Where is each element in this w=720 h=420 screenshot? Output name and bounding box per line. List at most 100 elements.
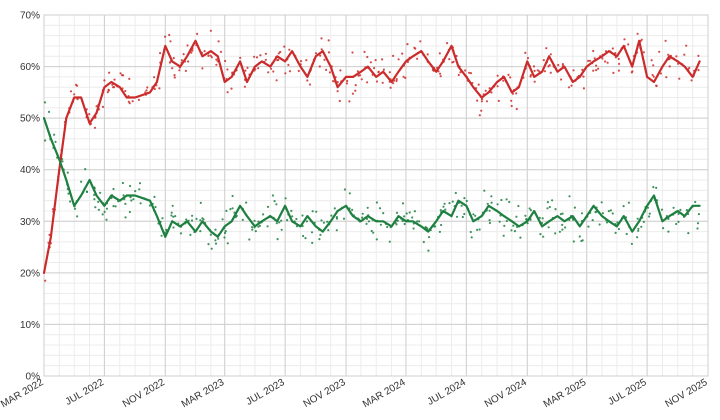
poll-point <box>148 204 152 207</box>
poll-point <box>67 192 70 195</box>
poll-point <box>439 75 442 78</box>
poll-point <box>164 35 167 38</box>
poll-point <box>320 48 323 51</box>
poll-point <box>515 215 518 218</box>
poll-point <box>254 230 257 233</box>
poll-point <box>672 206 675 209</box>
poll-point <box>422 240 425 244</box>
y-axis-labels: 0% 10% 20% 30% 40% 50% 60% 70% <box>20 11 40 383</box>
poll-point <box>314 52 318 55</box>
poll-point <box>338 99 341 103</box>
poll-point <box>601 212 605 215</box>
poll-point <box>401 202 405 205</box>
poll-point <box>568 195 571 198</box>
poll-point <box>526 57 530 60</box>
poll-point <box>124 202 127 205</box>
poll-point <box>180 59 183 62</box>
x-tick-label: NOV 2023 <box>302 377 348 410</box>
poll-point <box>44 279 47 282</box>
poll-point <box>111 83 114 86</box>
trend-lines <box>42 39 701 274</box>
poll-point <box>199 201 202 204</box>
poll-point <box>336 90 339 93</box>
poll-point <box>690 79 693 82</box>
poll-point <box>464 69 467 72</box>
poll-point <box>160 234 163 237</box>
poll-point <box>588 59 592 62</box>
poll-point <box>121 181 124 185</box>
poll-point <box>631 70 634 73</box>
poll-point <box>374 59 377 62</box>
poll-point <box>235 214 238 217</box>
poll-point <box>69 90 73 93</box>
poll-point <box>297 69 300 73</box>
poll-point <box>191 49 194 52</box>
poll-point <box>277 52 280 55</box>
poll-point <box>130 199 133 202</box>
series-line-1 <box>42 117 701 238</box>
poll-point <box>325 68 328 71</box>
poll-point <box>486 202 489 205</box>
poll-point <box>95 105 98 108</box>
poll-point <box>668 65 671 68</box>
poll-point <box>688 66 691 70</box>
poll-point <box>564 226 567 229</box>
poll-point <box>214 239 217 242</box>
poll-point <box>122 194 125 197</box>
poll-point <box>476 228 479 231</box>
poll-point <box>593 57 596 60</box>
poll-point <box>636 236 639 239</box>
poll-point <box>408 211 411 214</box>
poll-point <box>320 37 323 40</box>
poll-point <box>69 200 72 203</box>
poll-point <box>105 218 108 221</box>
poll-point <box>664 39 667 42</box>
poll-point <box>223 236 226 239</box>
poll-point <box>561 228 564 231</box>
poll-point <box>299 60 303 63</box>
poll-point <box>186 44 189 47</box>
poll-point <box>652 64 655 67</box>
poll-point <box>617 69 621 72</box>
poll-point <box>224 230 227 233</box>
poll-point <box>173 76 176 79</box>
poll-point <box>382 68 385 71</box>
poll-point <box>43 101 47 104</box>
poll-point <box>386 225 389 229</box>
poll-point <box>287 63 290 66</box>
poll-point <box>172 226 175 229</box>
poll-point <box>354 84 357 87</box>
poll-point <box>345 82 348 85</box>
poll-point <box>54 140 57 143</box>
poll-point <box>618 62 621 65</box>
poll-point <box>601 57 604 60</box>
poll-point <box>480 109 483 112</box>
poll-point <box>170 214 173 217</box>
poll-point <box>209 29 212 32</box>
poll-point <box>570 84 573 87</box>
poll-point <box>279 50 282 54</box>
poll-point <box>207 243 210 246</box>
poll-point <box>488 87 491 90</box>
poll-point <box>533 80 536 83</box>
poll-point <box>611 212 614 215</box>
poll-point <box>159 52 162 55</box>
poll-point <box>231 194 234 198</box>
poll-point <box>490 91 493 94</box>
x-tick-label: MAR 2025 <box>542 377 589 410</box>
poll-point <box>137 98 140 101</box>
poll-point <box>76 84 79 87</box>
poll-point <box>196 32 199 36</box>
poll-point <box>280 228 283 231</box>
poll-point <box>224 59 227 63</box>
poll-point <box>685 209 689 212</box>
poll-point <box>683 53 686 56</box>
poll-point <box>231 207 234 210</box>
poll-point <box>199 219 202 222</box>
poll-point <box>112 86 116 89</box>
poll-point <box>138 188 141 191</box>
poll-point <box>161 217 164 220</box>
poll-point <box>330 214 333 217</box>
poll-point <box>440 223 443 227</box>
